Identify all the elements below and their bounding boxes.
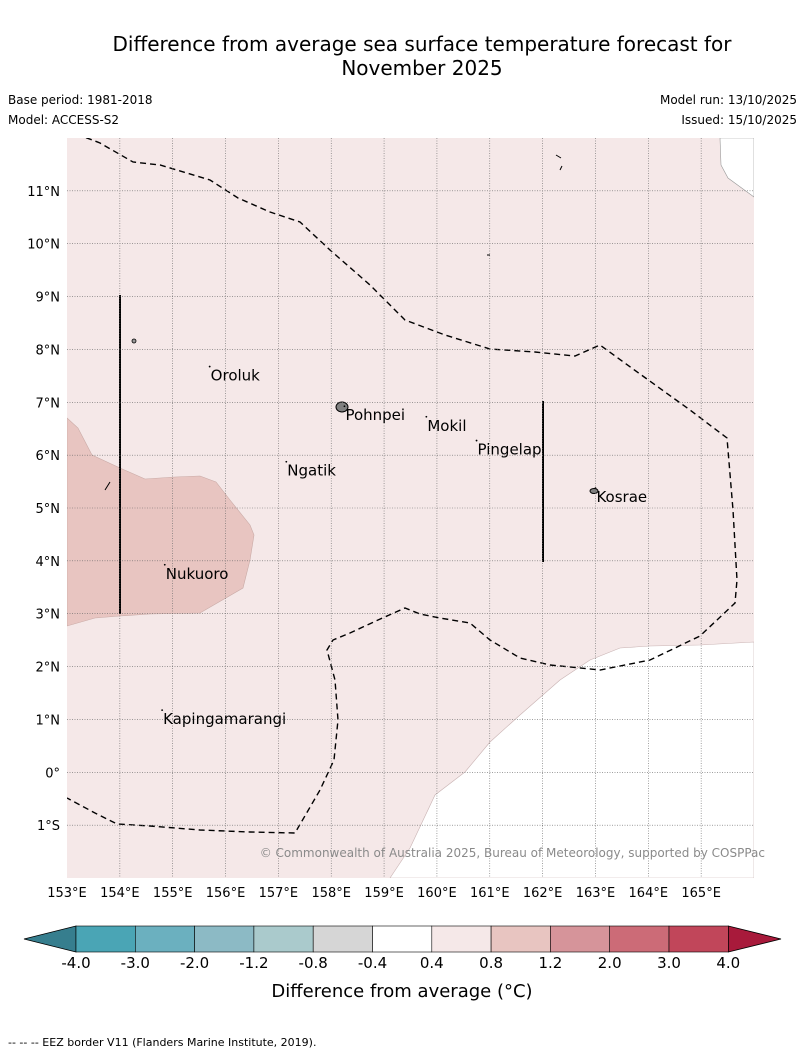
lat-tick-label: 8°N — [36, 343, 61, 358]
place-marker — [425, 415, 428, 418]
small-island — [131, 338, 137, 344]
lon-tick-label: 164°E — [629, 886, 669, 901]
colorbar-swatch — [253, 925, 314, 953]
lon-tick-label: 153°E — [47, 886, 87, 901]
lat-tick-label: 7°N — [36, 396, 61, 411]
lon-tick-label: 165°E — [681, 886, 721, 901]
lon-tick-label: 160°E — [417, 886, 457, 901]
lat-tick-label: 2°N — [36, 661, 61, 676]
lon-tick-label: 157°E — [259, 886, 299, 901]
colorbar-under-arrow — [23, 925, 77, 953]
place-marker — [594, 487, 597, 490]
colorbar-tick-label: 2.0 — [598, 954, 622, 972]
place-marker — [208, 365, 211, 368]
place-marker — [163, 563, 166, 566]
colorbar-tick-label: -0.8 — [299, 954, 328, 972]
lat-tick-label: 4°N — [36, 555, 61, 570]
lon-tick-label: 156°E — [206, 886, 246, 901]
title-line-2: November 2025 — [341, 56, 503, 80]
lon-tick-label: 163°E — [576, 886, 616, 901]
lat-tick-label: 5°N — [36, 502, 61, 517]
coastline-fragment — [104, 154, 563, 491]
lat-tick-label: 1°N — [36, 713, 61, 728]
place-label: Mokil — [427, 417, 466, 435]
place-label: Pingelap — [478, 441, 542, 459]
colorbar-tick-label: 4.0 — [716, 954, 740, 972]
colorbar-tick-label: 3.0 — [657, 954, 681, 972]
colorbar-swatch — [372, 925, 433, 953]
place-label: Kapingamarangi — [163, 710, 286, 728]
colorbar-tick-label: -0.4 — [358, 954, 387, 972]
colorbar-swatch — [312, 925, 373, 953]
anomaly-band-near-normal — [389, 641, 754, 878]
colorbar-tick-label: -2.0 — [180, 954, 209, 972]
lat-tick-label: 3°N — [36, 608, 61, 623]
lat-tick-label: 0° — [45, 766, 60, 781]
colorbar-swatch — [431, 925, 492, 953]
lat-tick-label: 6°N — [36, 449, 61, 464]
colorbar-swatch — [75, 925, 136, 953]
gridlines — [67, 138, 754, 878]
model-name: Model: ACCESS-S2 — [8, 113, 120, 127]
place-label: Pohnpei — [345, 406, 405, 424]
colorbar-tick-label: 1.2 — [538, 954, 562, 972]
colorbar-over-arrow — [727, 925, 782, 953]
title-line-1: Difference from average sea surface temp… — [112, 32, 732, 56]
copyright-notice: © Commonwealth of Australia 2025, Bureau… — [260, 846, 765, 860]
colorbar-swatch — [550, 925, 611, 953]
lon-tick-label: 159°E — [364, 886, 404, 901]
place-label: Nukuoro — [166, 565, 229, 583]
colorbar-tick-label: -3.0 — [121, 954, 150, 972]
colorbar-tick-label: 0.8 — [479, 954, 503, 972]
lat-tick-label: 10°N — [27, 238, 60, 253]
lon-tick-label: 155°E — [153, 886, 193, 901]
eez-footnote: -- -- -- EEZ border V11 (Flanders Marine… — [8, 1036, 317, 1049]
base-period: Base period: 1981-2018 — [8, 93, 153, 107]
lon-tick-label: 162°E — [523, 886, 563, 901]
colorbar-tick-label: -1.2 — [239, 954, 268, 972]
sst-anomaly-map: Oroluk Pohnpei Mokil Pingelap Ngatik Kosrae Nu… — [23, 138, 782, 1002]
lon-tick-label: 154°E — [100, 886, 140, 901]
kosrae-island — [589, 488, 599, 494]
colorbar-tick-label: -4.0 — [61, 954, 90, 972]
lon-tick-label: 158°E — [311, 886, 351, 901]
lat-tick-label: 11°N — [27, 185, 60, 200]
axis-labels: 153°E 154°E 155°E 156°E 157°E 158°E 159°E 160°E… — [27, 185, 721, 901]
lon-tick-label: 161°E — [470, 886, 510, 901]
lat-tick-label: 1°S — [37, 819, 60, 834]
place-labels: Oroluk Pohnpei Mokil Pingelap Ngatik Kosrae Nu… — [161, 365, 647, 728]
eez-border — [67, 138, 738, 834]
colorbar: -4.0 -3.0 -2.0 -1.2 -0.8 -0.4 0.4 0.8 1.2 2.0 3.0 4… — [23, 925, 782, 972]
colorbar-swatch — [609, 925, 670, 953]
place-label: Kosrae — [596, 488, 647, 506]
colorbar-swatch — [668, 925, 729, 953]
lat-tick-label: 9°N — [36, 291, 61, 306]
place-marker — [161, 709, 164, 712]
issued-date: Issued: 15/10/2025 — [681, 113, 797, 127]
colorbar-swatch — [194, 925, 255, 953]
place-marker — [343, 405, 346, 408]
place-marker — [285, 460, 288, 463]
place-label: Ngatik — [287, 462, 336, 480]
colorbar-swatch — [490, 925, 551, 953]
chart-title: Difference from average sea surface temp… — [0, 32, 804, 80]
place-label: Oroluk — [211, 367, 260, 385]
colorbar-label: Difference from average (°C) — [271, 981, 532, 1002]
model-run: Model run: 13/10/2025 — [659, 93, 797, 107]
colorbar-tick-label: 0.4 — [420, 954, 444, 972]
land-outline — [719, 138, 754, 198]
place-marker — [475, 439, 478, 442]
colorbar-swatch — [135, 925, 195, 953]
